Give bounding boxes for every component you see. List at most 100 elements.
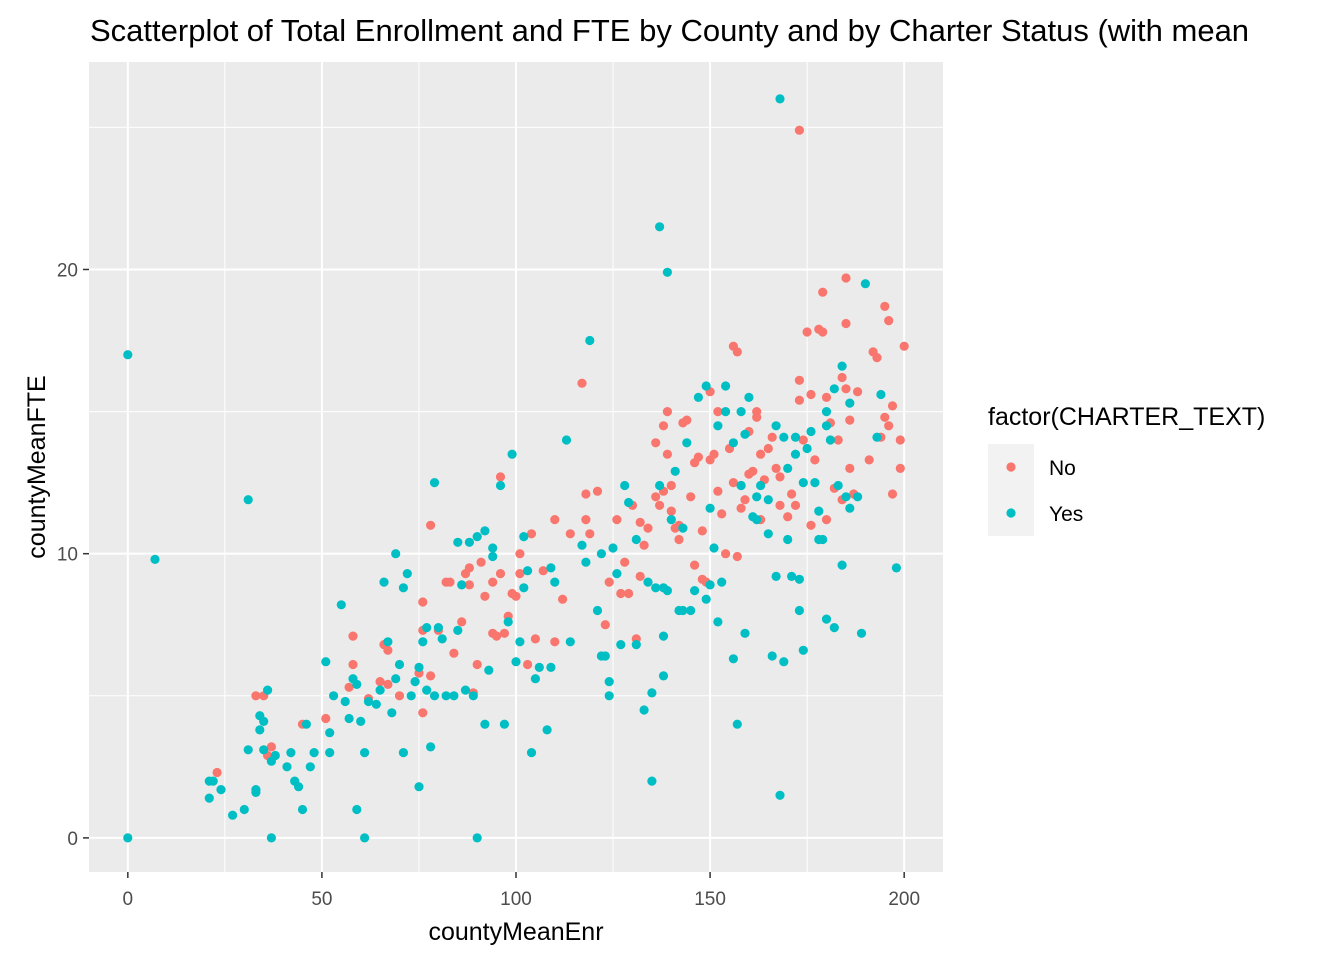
- data-point-yes: [728, 438, 739, 448]
- data-point-no: [853, 387, 863, 397]
- data-point-yes: [631, 534, 641, 545]
- legend-label: Yes: [1049, 503, 1083, 526]
- data-point-yes: [763, 529, 773, 539]
- legend-keys: No Yes: [988, 444, 1083, 536]
- data-point-yes: [406, 691, 416, 701]
- data-point-yes: [460, 685, 471, 695]
- data-point-no: [833, 435, 843, 445]
- data-point-yes: [596, 549, 607, 559]
- data-point-no: [635, 571, 645, 582]
- data-point-no: [713, 407, 723, 417]
- data-point-no: [841, 384, 851, 394]
- data-point-yes: [499, 719, 509, 729]
- data-point-yes: [721, 407, 731, 417]
- data-point-yes: [821, 421, 832, 431]
- data-point-yes: [363, 696, 374, 707]
- data-point-yes: [604, 691, 614, 701]
- legend: factor(CHARTER_TEXT) No Yes: [988, 403, 1265, 536]
- data-point-no: [887, 401, 898, 411]
- data-point-yes: [678, 605, 688, 616]
- data-point-no: [604, 577, 614, 587]
- data-point-no: [639, 540, 649, 550]
- data-point-yes: [771, 571, 781, 582]
- data-point-yes: [239, 804, 249, 815]
- data-point-no: [550, 515, 560, 525]
- data-point-yes: [728, 654, 739, 664]
- data-point-no: [810, 455, 820, 465]
- data-point-no: [821, 392, 832, 402]
- chart-title: Scatterplot of Total Enrollment and FTE …: [90, 13, 1249, 48]
- data-point-yes: [756, 480, 766, 491]
- data-point-no: [577, 378, 587, 388]
- data-point-yes: [651, 583, 661, 593]
- data-point-yes: [305, 762, 315, 772]
- data-point-no: [538, 566, 548, 576]
- data-point-yes: [437, 634, 447, 644]
- data-point-yes: [340, 696, 350, 707]
- data-point-yes: [561, 435, 572, 445]
- data-point-yes: [422, 685, 432, 695]
- data-point-no: [787, 489, 797, 499]
- data-point-yes: [426, 742, 436, 752]
- data-point-no: [794, 125, 805, 135]
- data-point-no: [651, 492, 661, 502]
- data-point-no: [449, 648, 459, 658]
- data-point-yes: [740, 429, 750, 439]
- data-point-no: [884, 316, 894, 326]
- x-tick-label: 100: [500, 889, 532, 910]
- data-point-yes: [798, 645, 808, 655]
- data-point-yes: [410, 677, 420, 687]
- data-point-yes: [829, 623, 839, 633]
- x-tick-label: 50: [311, 889, 332, 910]
- data-point-yes: [375, 685, 385, 695]
- data-point-yes: [647, 688, 657, 698]
- data-point-yes: [480, 719, 490, 729]
- data-point-yes: [771, 421, 781, 431]
- data-point-yes: [655, 222, 665, 232]
- data-point-yes: [845, 398, 855, 408]
- data-point-yes: [441, 691, 451, 701]
- data-point-yes: [752, 515, 762, 525]
- data-point-no: [806, 520, 816, 530]
- data-point-no: [616, 588, 626, 599]
- data-point-yes: [503, 617, 513, 627]
- data-point-yes: [717, 577, 727, 587]
- data-point-yes: [371, 699, 381, 709]
- data-point-no: [884, 421, 894, 431]
- data-point-yes: [542, 725, 552, 735]
- data-point-no: [880, 412, 890, 422]
- data-point-no: [697, 526, 707, 536]
- data-point-no: [662, 449, 673, 459]
- data-point-yes: [216, 785, 226, 795]
- data-point-yes: [398, 583, 408, 593]
- data-point-no: [488, 577, 498, 587]
- data-point-no: [775, 472, 785, 482]
- data-point-yes: [662, 586, 673, 596]
- data-point-yes: [853, 492, 863, 502]
- legend-key-point: [1006, 462, 1016, 472]
- data-point-yes: [794, 605, 805, 616]
- data-point-no: [348, 631, 358, 641]
- data-point-no: [756, 449, 766, 459]
- data-point-no: [887, 489, 898, 499]
- data-point-no: [821, 515, 832, 525]
- data-point-yes: [678, 523, 688, 533]
- data-point-yes: [391, 549, 401, 559]
- data-point-yes: [821, 614, 832, 624]
- data-point-yes: [484, 665, 494, 675]
- data-point-yes: [329, 691, 339, 701]
- data-point-no: [383, 645, 393, 655]
- data-point-no: [426, 520, 436, 530]
- data-point-yes: [449, 691, 459, 701]
- data-point-no: [418, 597, 428, 607]
- data-point-no: [550, 637, 560, 647]
- data-point-yes: [736, 407, 746, 417]
- data-point-no: [530, 634, 541, 644]
- data-point-no: [445, 577, 455, 587]
- data-point-no: [558, 594, 568, 604]
- data-point-no: [880, 301, 890, 311]
- data-point-no: [690, 560, 700, 570]
- data-point-no: [767, 432, 777, 442]
- data-point-no: [721, 549, 731, 559]
